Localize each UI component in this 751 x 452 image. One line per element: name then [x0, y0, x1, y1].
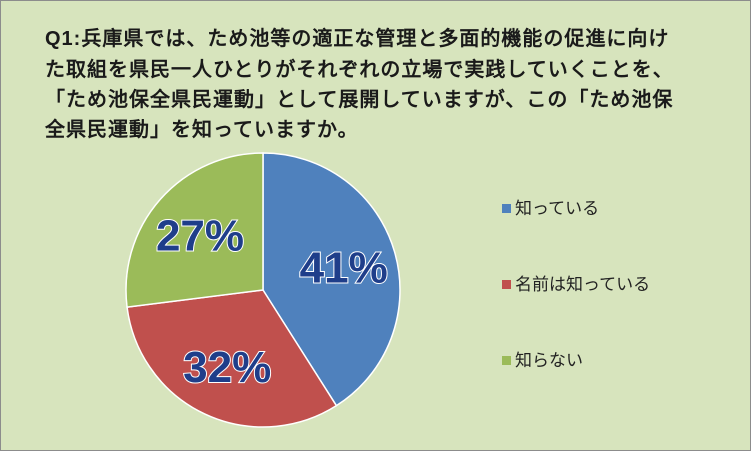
question-number: Q1:	[45, 28, 82, 50]
legend-label: 名前は知っている	[515, 275, 651, 295]
legend-label: 知っている	[515, 199, 600, 219]
pie-slice	[126, 289, 338, 428]
legend-label: 知らない	[515, 351, 583, 371]
legend-swatch	[502, 356, 511, 365]
legend-item-dont-know: 知らない	[502, 349, 650, 373]
legend-swatch	[502, 204, 511, 213]
slice-percent-label: 41%	[300, 244, 388, 293]
slice-percent-label: 32%	[183, 343, 271, 392]
legend: 知っている 名前は知っている 知らない	[502, 197, 650, 425]
legend-item-name-only: 名前は知っている	[502, 273, 650, 297]
question-text: Q1:兵庫県では、ため池等の適正な管理と多面的機能の促進に向けた取組を県民一人ひ…	[45, 23, 685, 144]
question-body: 兵庫県では、ため池等の適正な管理と多面的機能の促進に向けた取組を県民一人ひとりが…	[45, 26, 674, 141]
pie-slice	[262, 152, 401, 407]
legend-swatch	[502, 280, 511, 289]
legend-item-know: 知っている	[502, 197, 650, 221]
slice-percent-label: 27%	[156, 211, 244, 260]
pie-slice	[125, 152, 264, 309]
